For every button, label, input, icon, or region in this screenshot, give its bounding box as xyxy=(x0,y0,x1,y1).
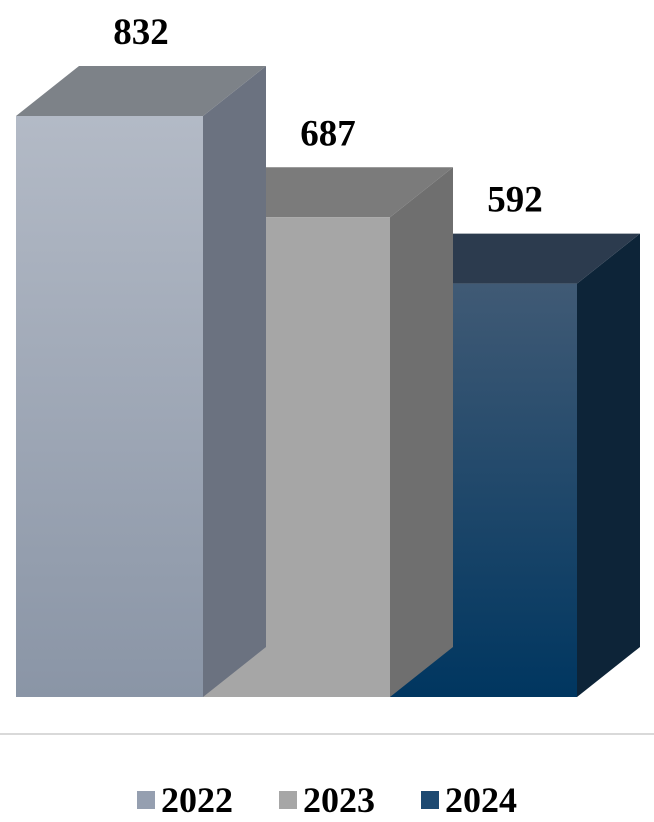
legend-item-2023: 2023 xyxy=(279,782,375,818)
bar-2022 xyxy=(16,66,266,697)
data-label-2022: 832 xyxy=(113,12,169,53)
legend-label-2022: 2022 xyxy=(161,780,233,820)
chart-legend: 2022 2023 2024 xyxy=(0,778,654,822)
legend-swatch-2022 xyxy=(137,791,155,809)
legend-item-2022: 2022 xyxy=(137,782,233,818)
data-label-2024: 592 xyxy=(487,180,543,221)
bar-side-2024 xyxy=(577,233,640,697)
bar-chart: 592 687 832 xyxy=(0,12,654,735)
data-label-2023: 687 xyxy=(300,113,356,154)
bar-side-2023 xyxy=(390,167,453,698)
legend-label-2024: 2024 xyxy=(445,780,517,820)
legend-label-2023: 2023 xyxy=(303,780,375,820)
bar-top-2022 xyxy=(16,66,266,116)
bar-side-2022 xyxy=(203,66,266,697)
legend-item-2024: 2024 xyxy=(421,782,517,818)
legend-swatch-2023 xyxy=(279,791,297,809)
legend-swatch-2024 xyxy=(421,791,439,809)
bar-front-2022 xyxy=(16,116,203,697)
